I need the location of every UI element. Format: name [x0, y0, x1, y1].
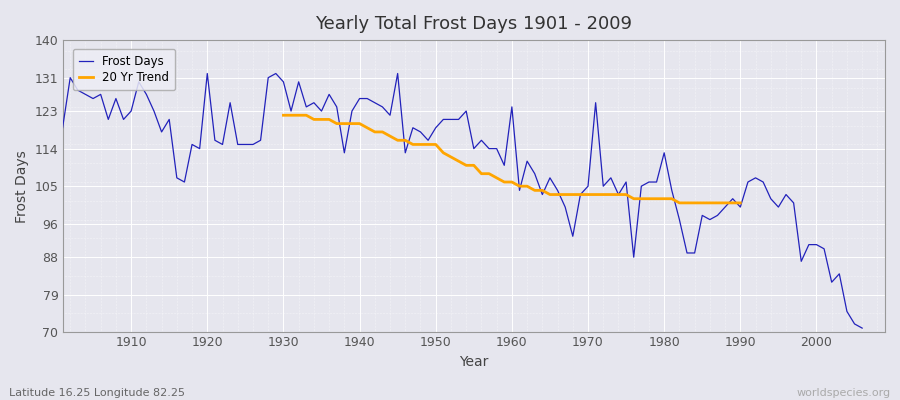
Text: Latitude 16.25 Longitude 82.25: Latitude 16.25 Longitude 82.25 [9, 388, 185, 398]
Y-axis label: Frost Days: Frost Days [15, 150, 29, 222]
20 Yr Trend [681, 200, 692, 205]
Frost Days [80, 92, 91, 97]
Legend: Frost Days, 20 Yr Trend: Frost Days, 20 Yr Trend [73, 49, 175, 90]
20 Yr Trend [438, 150, 449, 155]
Frost Days [758, 180, 769, 184]
Line: 20 Yr Trend: 20 Yr Trend [284, 115, 741, 203]
Frost Days [537, 192, 548, 197]
Frost Days [202, 71, 212, 76]
Frost Days [613, 192, 624, 197]
20 Yr Trend [735, 200, 746, 205]
Line: Frost Days: Frost Days [63, 74, 862, 328]
Frost Days [58, 125, 68, 130]
20 Yr Trend [278, 113, 289, 118]
20 Yr Trend [553, 192, 563, 197]
20 Yr Trend [369, 130, 380, 134]
20 Yr Trend [384, 134, 395, 138]
Frost Days [529, 171, 540, 176]
Title: Yearly Total Frost Days 1901 - 2009: Yearly Total Frost Days 1901 - 2009 [315, 15, 633, 33]
20 Yr Trend [674, 200, 685, 205]
Frost Days [582, 184, 593, 188]
X-axis label: Year: Year [459, 355, 489, 369]
Frost Days [857, 326, 868, 330]
Text: worldspecies.org: worldspecies.org [796, 388, 891, 398]
20 Yr Trend [522, 184, 533, 188]
